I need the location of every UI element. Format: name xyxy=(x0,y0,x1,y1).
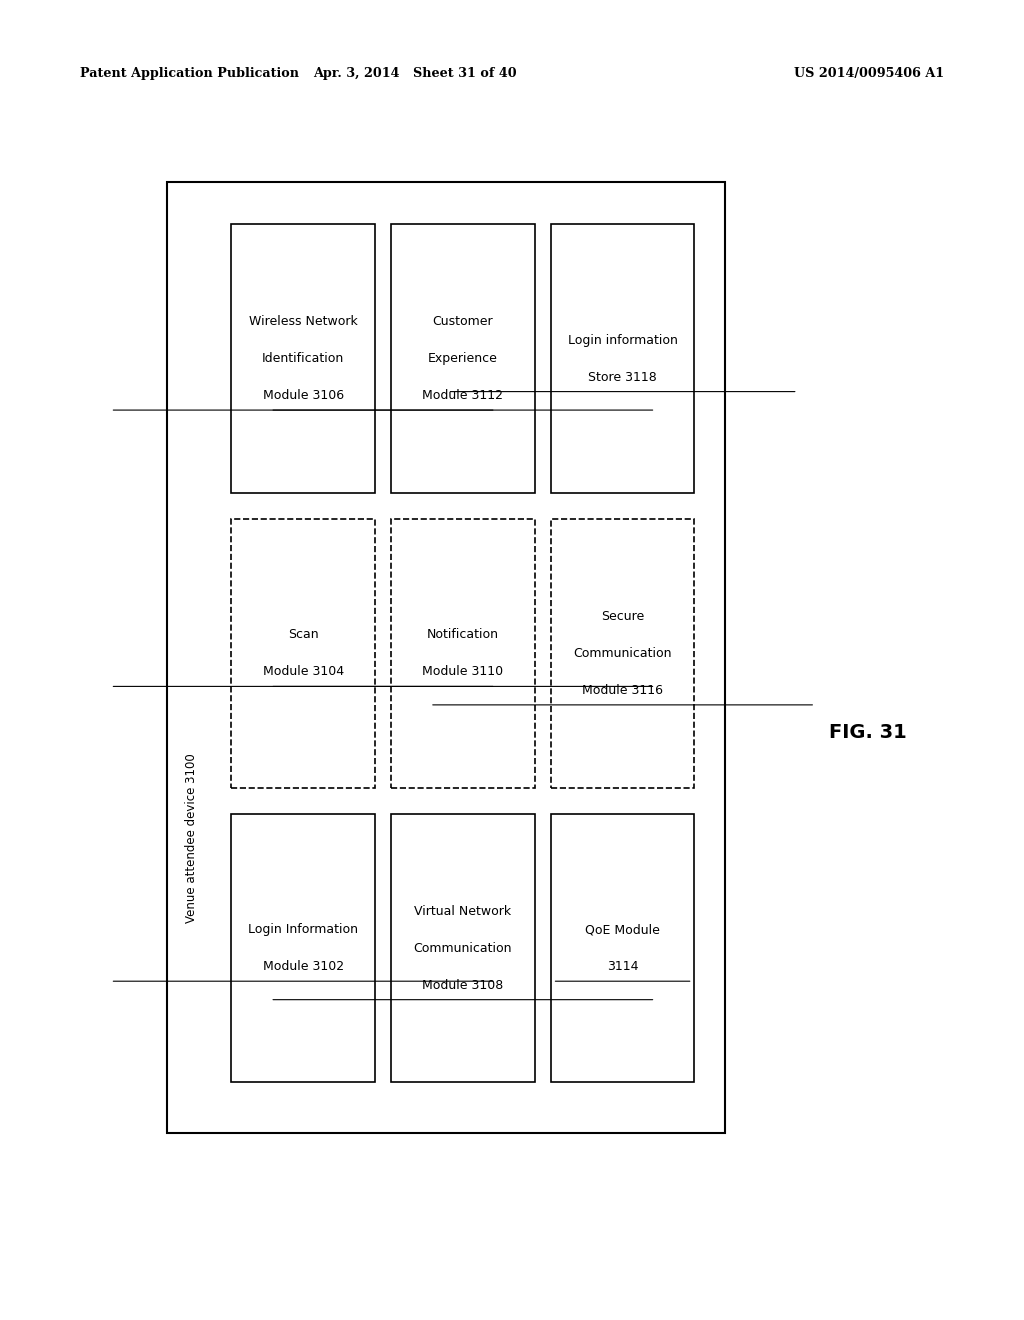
Bar xyxy=(231,519,375,788)
Text: Module 3108: Module 3108 xyxy=(422,978,504,991)
Text: Module 3106: Module 3106 xyxy=(262,389,344,403)
Text: Customer: Customer xyxy=(432,315,494,329)
Text: Communication: Communication xyxy=(414,941,512,954)
Text: Secure: Secure xyxy=(601,610,644,623)
Text: QoE Module: QoE Module xyxy=(585,923,660,936)
Bar xyxy=(551,814,694,1082)
Text: Wireless Network: Wireless Network xyxy=(249,315,357,329)
Text: Store 3118: Store 3118 xyxy=(588,371,657,384)
Text: Notification: Notification xyxy=(427,628,499,642)
Text: Identification: Identification xyxy=(262,352,344,366)
Text: 3114: 3114 xyxy=(607,960,638,973)
Bar xyxy=(231,224,375,492)
Text: Patent Application Publication: Patent Application Publication xyxy=(80,67,299,81)
Text: Module 3116: Module 3116 xyxy=(582,684,664,697)
Text: Apr. 3, 2014   Sheet 31 of 40: Apr. 3, 2014 Sheet 31 of 40 xyxy=(313,67,516,81)
Text: Venue attendee device 3100: Venue attendee device 3100 xyxy=(185,754,199,924)
Text: Experience: Experience xyxy=(428,352,498,366)
Bar xyxy=(167,182,725,1133)
Bar xyxy=(391,519,535,788)
Text: Module 3112: Module 3112 xyxy=(422,389,504,403)
Text: Module 3102: Module 3102 xyxy=(262,960,344,973)
Text: Module 3104: Module 3104 xyxy=(262,665,344,678)
Text: Login Information: Login Information xyxy=(248,923,358,936)
Bar xyxy=(231,814,375,1082)
Bar xyxy=(391,814,535,1082)
Text: Module 3110: Module 3110 xyxy=(422,665,504,678)
Bar xyxy=(391,224,535,492)
Bar xyxy=(551,519,694,788)
Text: Scan: Scan xyxy=(288,628,318,642)
Bar xyxy=(551,224,694,492)
Text: FIG. 31: FIG. 31 xyxy=(829,723,907,742)
Text: US 2014/0095406 A1: US 2014/0095406 A1 xyxy=(794,67,944,81)
Text: Virtual Network: Virtual Network xyxy=(415,904,511,917)
Text: Login information: Login information xyxy=(567,334,678,347)
Text: Communication: Communication xyxy=(573,647,672,660)
